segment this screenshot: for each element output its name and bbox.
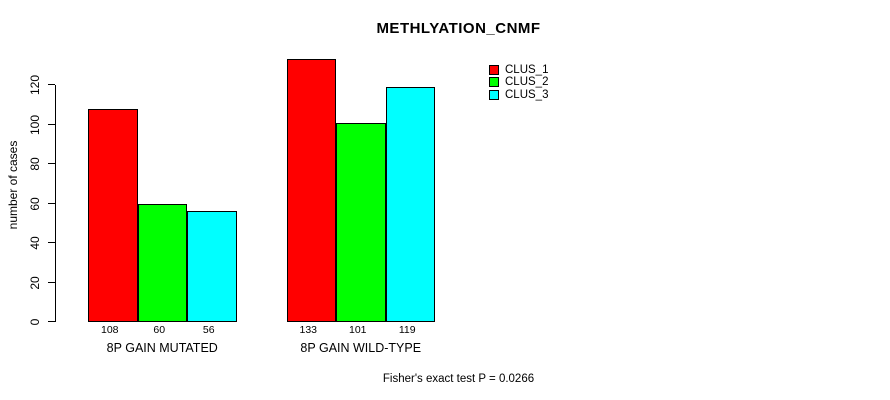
y-tick-mark [48, 242, 55, 243]
bar-value-label: 101 [348, 324, 367, 336]
clus-1-bar-group-1 [88, 108, 138, 322]
clus-2-bar-group-1 [137, 203, 187, 322]
x-category-label: 8P GAIN MUTATED [106, 340, 218, 355]
legend-color-swatch-icon [489, 89, 499, 100]
y-tick-label: 80 [28, 157, 42, 171]
legend-label: CLUS_2 [505, 76, 549, 89]
clus-3-bar-group-1 [187, 211, 237, 322]
clus-2-bar-group-2 [336, 122, 386, 322]
legend-color-swatch-icon [489, 77, 499, 88]
y-tick-mark [48, 203, 55, 204]
bar-value-label: 108 [100, 324, 119, 336]
y-tick-label: 60 [28, 196, 42, 211]
y-axis-label: number of cases [6, 140, 20, 230]
y-tick-mark [48, 163, 55, 164]
chart-title: METHLYATION_CNMF [376, 20, 541, 37]
legend-item: CLUS_3 [489, 89, 548, 101]
y-axis-line [55, 85, 56, 322]
y-tick-mark [48, 124, 55, 125]
legend-color-swatch-icon [489, 65, 499, 76]
y-tick-label: 120 [28, 74, 42, 96]
legend-item: CLUS_1 [489, 64, 548, 76]
y-tick-label: 0 [28, 318, 42, 326]
bar-value-label: 60 [153, 324, 166, 336]
y-tick-label: 40 [28, 236, 42, 250]
legend-item: CLUS_2 [489, 76, 548, 88]
clus-1-bar-group-2 [286, 59, 336, 322]
y-tick-mark [48, 84, 55, 85]
y-tick-label: 20 [28, 275, 42, 290]
y-tick-label: 100 [28, 114, 42, 135]
clus-3-bar-group-2 [385, 86, 435, 322]
y-tick-mark [48, 321, 55, 322]
legend: CLUS_1 CLUS_2 CLUS_3 [489, 64, 548, 101]
legend-label: CLUS_3 [505, 88, 549, 101]
x-category-label: 8P GAIN WILD-TYPE [300, 340, 422, 355]
y-tick-mark [48, 282, 55, 283]
stat-annotation: Fisher's exact test P = 0.0266 [382, 373, 535, 385]
bar-value-label: 133 [299, 324, 318, 336]
bar-value-label: 119 [398, 324, 416, 336]
legend-label: CLUS_1 [505, 64, 549, 77]
bar-value-label: 56 [202, 324, 215, 336]
